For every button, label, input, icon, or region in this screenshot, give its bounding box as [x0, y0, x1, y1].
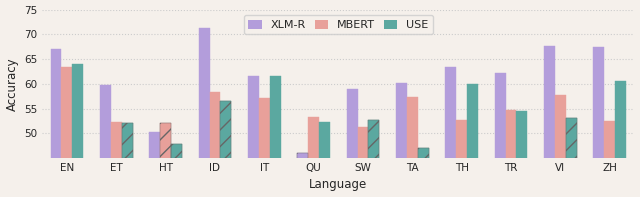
Legend: XLM-R, MBERT, USE: XLM-R, MBERT, USE [244, 15, 433, 34]
Y-axis label: Accuracy: Accuracy [6, 57, 19, 111]
Bar [516, 111, 527, 197]
Bar [604, 121, 615, 197]
Bar [369, 120, 380, 197]
Bar [298, 153, 308, 197]
Bar [171, 144, 182, 197]
Bar [456, 120, 467, 197]
Bar [72, 64, 83, 197]
Bar [615, 81, 626, 197]
Bar [544, 46, 555, 197]
Bar [396, 83, 407, 197]
Bar [61, 67, 72, 197]
Bar [122, 123, 132, 197]
Bar [407, 97, 418, 197]
Bar [495, 73, 506, 197]
Bar [467, 84, 478, 197]
X-axis label: Language: Language [309, 178, 367, 191]
Bar [248, 76, 259, 197]
Bar [198, 28, 209, 197]
Bar [566, 118, 577, 197]
Bar [347, 89, 358, 197]
Bar [209, 92, 220, 197]
Bar [445, 67, 456, 197]
Bar [160, 123, 171, 197]
Bar [269, 76, 280, 197]
Bar [51, 49, 61, 197]
Bar [319, 122, 330, 197]
Bar [308, 117, 319, 197]
Bar [506, 110, 516, 197]
Bar [555, 95, 566, 197]
Bar [298, 153, 308, 197]
Bar [593, 47, 604, 197]
Bar [566, 118, 577, 197]
Bar [418, 148, 429, 197]
Bar [220, 101, 231, 197]
Bar [111, 122, 122, 197]
Bar [220, 101, 231, 197]
Bar [100, 85, 111, 197]
Bar [358, 127, 369, 197]
Bar [369, 120, 380, 197]
Bar [122, 123, 132, 197]
Bar [171, 144, 182, 197]
Bar [160, 123, 171, 197]
Bar [259, 98, 269, 197]
Bar [418, 148, 429, 197]
Bar [149, 132, 160, 197]
